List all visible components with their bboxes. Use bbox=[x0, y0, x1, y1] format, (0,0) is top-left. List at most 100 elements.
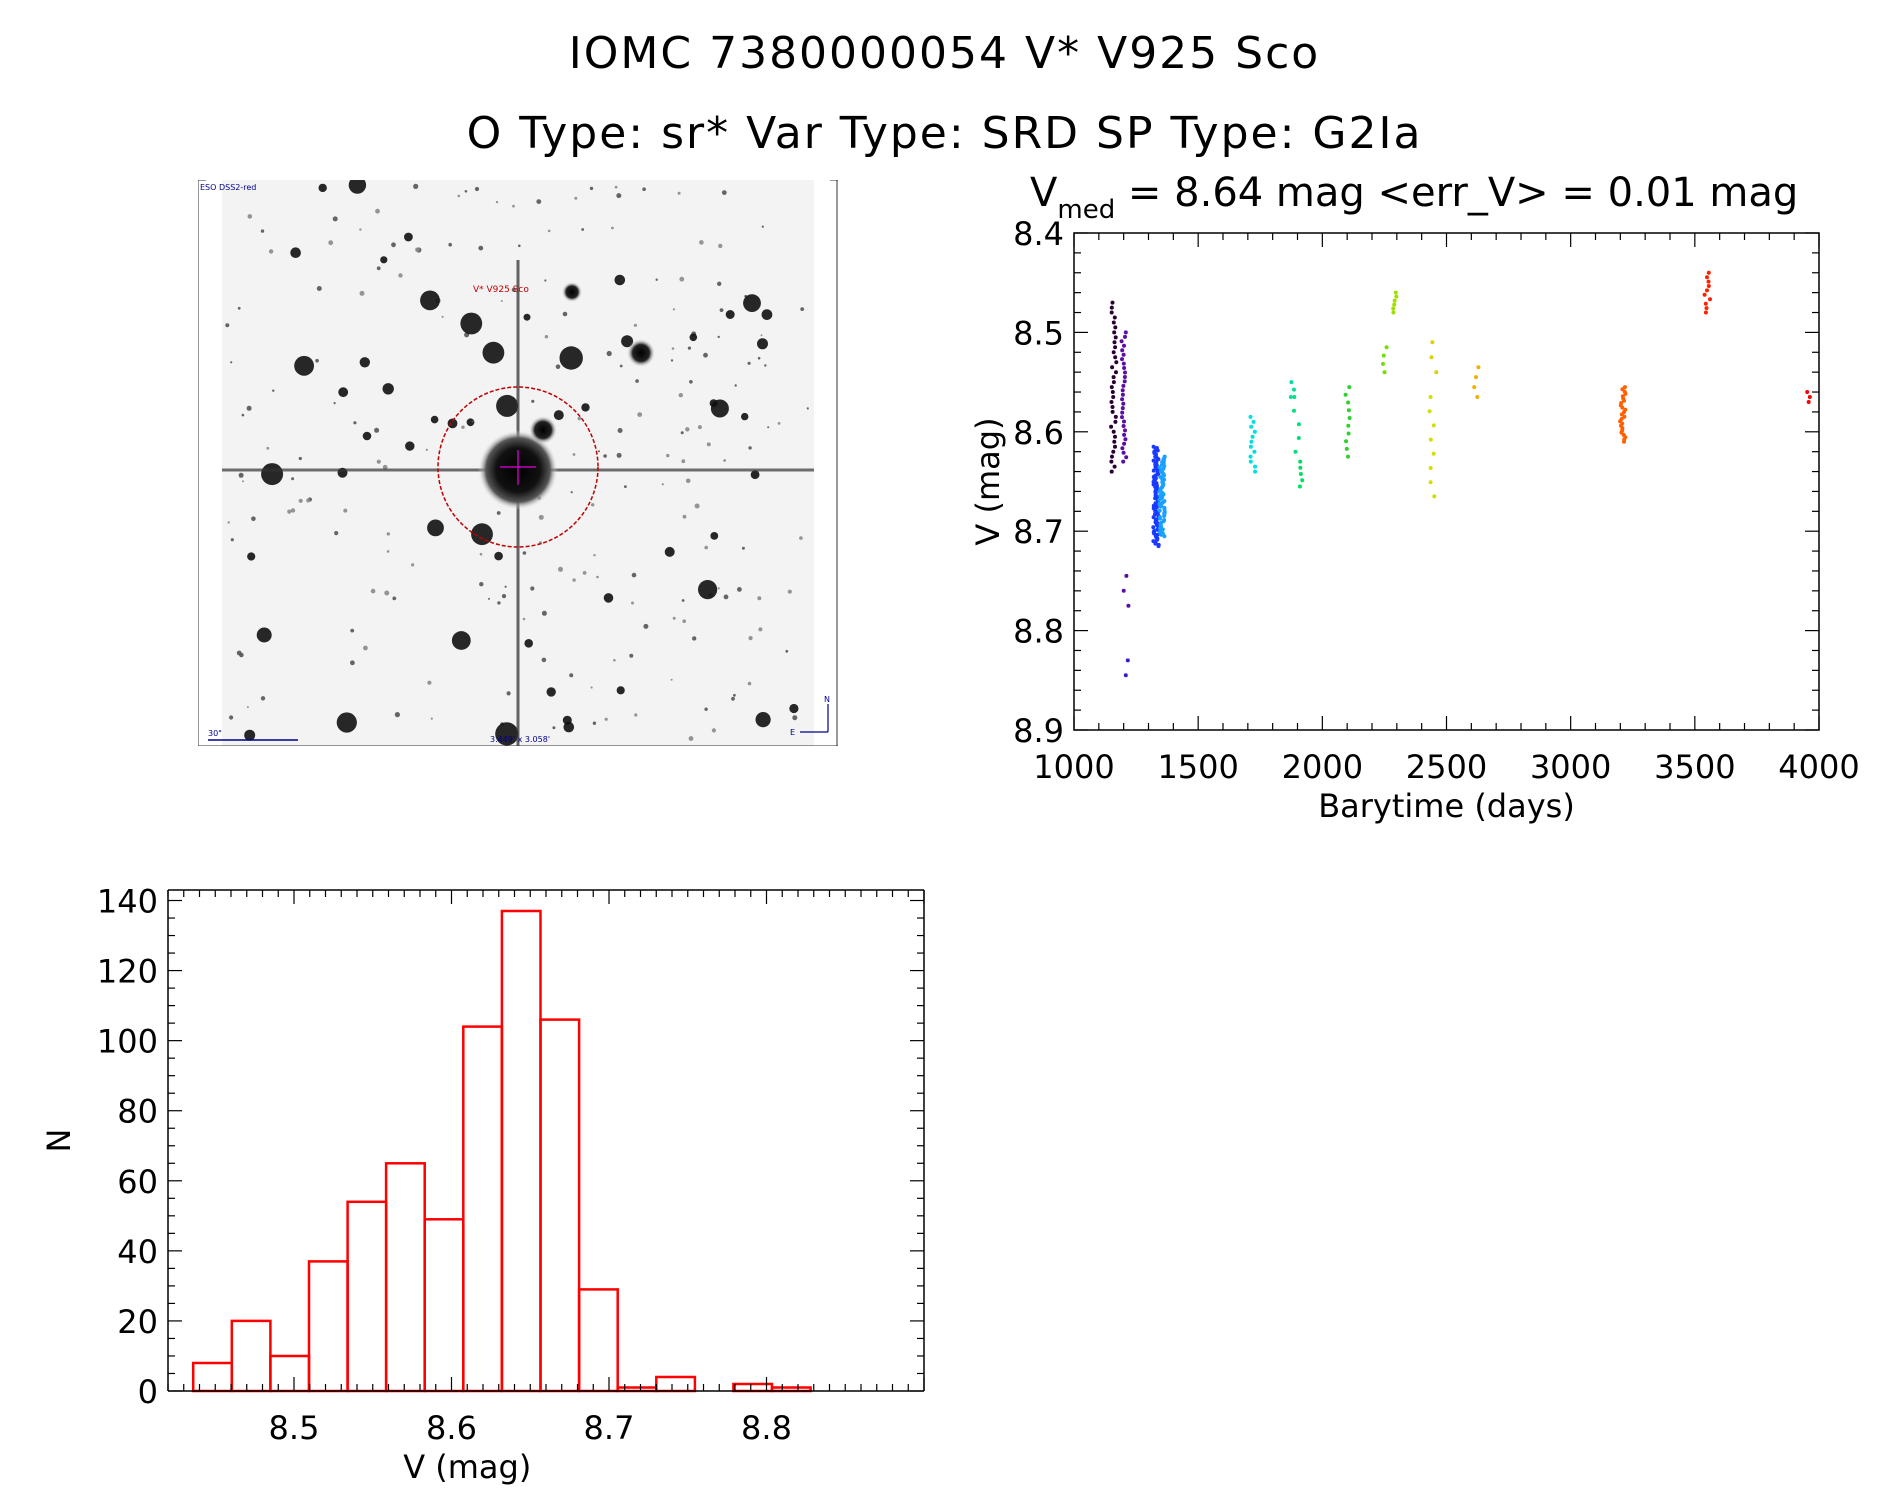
star bbox=[591, 503, 595, 507]
star bbox=[787, 589, 792, 594]
data-point bbox=[1122, 432, 1127, 437]
light-curve-chart: Vmed = 8.64 mag <err_V> = 0.01 mag 1000 1… bbox=[969, 170, 1860, 825]
star bbox=[552, 726, 556, 730]
data-point bbox=[1111, 380, 1116, 385]
star bbox=[241, 413, 245, 417]
data-point bbox=[1162, 473, 1166, 478]
chart-subtitle: O Type: sr* Var Type: SRD SP Type: G2Ia bbox=[466, 108, 1423, 159]
star bbox=[633, 323, 637, 327]
star bbox=[478, 245, 484, 251]
data-point bbox=[1111, 449, 1116, 454]
data-point bbox=[1806, 400, 1811, 404]
data-point bbox=[1623, 391, 1628, 396]
star bbox=[767, 426, 770, 429]
data-point bbox=[1113, 345, 1118, 350]
x-tick-label: 8.7 bbox=[584, 1409, 635, 1447]
data-point bbox=[1381, 353, 1386, 358]
data-point bbox=[1248, 414, 1253, 419]
data-point bbox=[1162, 514, 1167, 518]
data-point bbox=[1474, 375, 1478, 380]
x-tick-label: 8.5 bbox=[269, 1409, 320, 1447]
y-axis-label: V (mag) bbox=[969, 417, 1007, 545]
star bbox=[611, 226, 614, 230]
star bbox=[531, 399, 535, 403]
star bbox=[518, 244, 521, 248]
data-point bbox=[1428, 480, 1433, 485]
x-tick-label: 8.8 bbox=[741, 1409, 792, 1447]
star bbox=[685, 427, 690, 432]
data-point bbox=[1381, 361, 1385, 366]
data-point bbox=[1622, 414, 1627, 419]
star bbox=[761, 309, 773, 320]
star bbox=[731, 696, 735, 701]
star bbox=[711, 728, 717, 733]
data-point bbox=[1123, 334, 1127, 339]
star bbox=[760, 334, 763, 337]
star bbox=[562, 715, 572, 725]
star bbox=[688, 736, 694, 741]
data-point bbox=[1249, 424, 1254, 429]
data-point bbox=[1298, 465, 1303, 470]
data-point bbox=[1157, 497, 1162, 502]
star bbox=[572, 453, 576, 456]
y-tick-label: 8.7 bbox=[1013, 513, 1064, 551]
star bbox=[672, 616, 676, 620]
data-point bbox=[1120, 415, 1124, 420]
star bbox=[678, 393, 683, 398]
data-point bbox=[1706, 279, 1711, 284]
data-point bbox=[1344, 446, 1349, 451]
data-point bbox=[1120, 410, 1125, 415]
star bbox=[386, 532, 390, 536]
y-tick-label: 60 bbox=[117, 1163, 158, 1201]
star bbox=[522, 551, 527, 555]
star bbox=[512, 204, 515, 208]
data-point bbox=[1292, 387, 1296, 392]
data-point bbox=[1119, 339, 1124, 344]
star bbox=[592, 721, 597, 725]
data-point bbox=[1428, 437, 1433, 442]
star bbox=[741, 412, 749, 421]
star bbox=[404, 232, 413, 242]
star bbox=[614, 274, 626, 286]
data-point bbox=[1382, 370, 1387, 375]
star bbox=[544, 279, 547, 282]
data-point bbox=[1114, 370, 1118, 375]
star bbox=[332, 216, 338, 222]
data-point bbox=[1252, 429, 1257, 434]
star bbox=[621, 335, 634, 348]
data-point bbox=[1122, 375, 1127, 379]
star bbox=[291, 477, 295, 481]
star bbox=[664, 546, 675, 557]
star bbox=[382, 383, 394, 395]
star bbox=[706, 442, 711, 447]
star bbox=[590, 686, 593, 689]
star bbox=[604, 717, 608, 721]
star bbox=[569, 673, 574, 678]
data-point bbox=[1427, 409, 1432, 414]
star bbox=[362, 431, 372, 441]
data-point bbox=[1112, 315, 1117, 320]
data-point bbox=[1153, 541, 1158, 546]
data-point bbox=[1109, 424, 1114, 429]
data-point bbox=[1391, 306, 1396, 311]
star bbox=[747, 361, 751, 365]
data-point bbox=[1112, 439, 1117, 444]
star bbox=[704, 545, 708, 550]
y-tick-label: 8.4 bbox=[1013, 215, 1064, 253]
star bbox=[679, 276, 685, 282]
data-point bbox=[1111, 320, 1116, 325]
star bbox=[655, 278, 658, 281]
star bbox=[523, 313, 531, 321]
star bbox=[420, 290, 440, 311]
data-point bbox=[1122, 441, 1127, 446]
star bbox=[268, 249, 274, 254]
data-point bbox=[1111, 429, 1116, 434]
star bbox=[392, 596, 397, 601]
star bbox=[617, 428, 623, 433]
star bbox=[553, 410, 564, 421]
data-point bbox=[1110, 390, 1115, 394]
star bbox=[689, 333, 698, 342]
x-tick-label: 1000 bbox=[1033, 748, 1114, 786]
data-point bbox=[1113, 355, 1118, 360]
